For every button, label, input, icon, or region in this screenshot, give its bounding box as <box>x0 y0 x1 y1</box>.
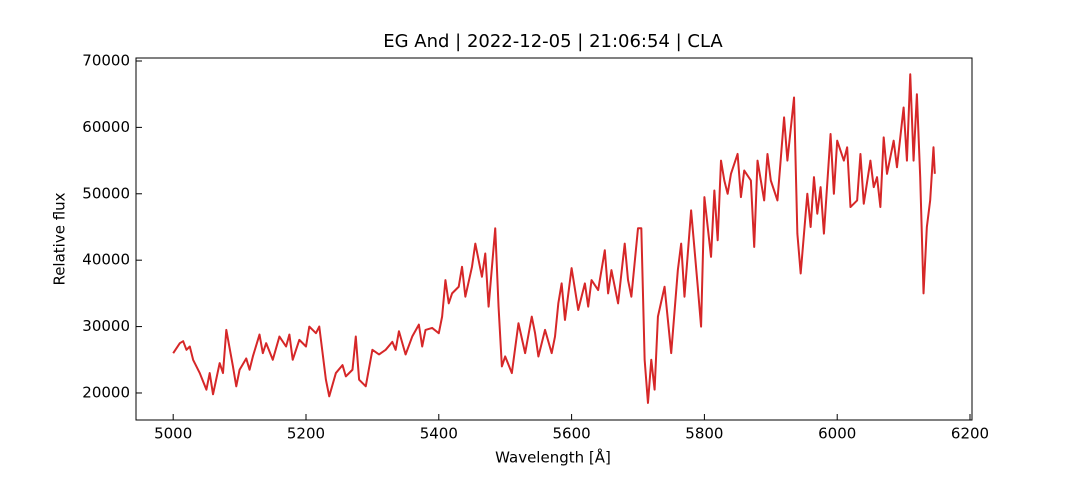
y-tick-label: 30000 <box>82 317 130 335</box>
y-tick-label: 70000 <box>82 51 130 69</box>
x-tick-label: 6000 <box>818 425 856 443</box>
x-tick-label: 5400 <box>420 425 458 443</box>
chart-title: EG And | 2022-12-05 | 21:06:54 | CLA <box>383 31 723 52</box>
y-tick-label: 50000 <box>82 184 130 202</box>
y-axis-label: Relative flux <box>51 192 69 285</box>
x-tick-label: 5800 <box>685 425 723 443</box>
y-tick-label: 40000 <box>82 251 130 269</box>
y-tick-label: 20000 <box>82 383 130 401</box>
x-tick-label: 5600 <box>553 425 591 443</box>
x-tick-label: 5000 <box>154 425 192 443</box>
plot-frame <box>135 57 973 421</box>
x-axis-label: Wavelength [Å] <box>495 448 611 467</box>
data-line <box>172 73 936 404</box>
x-tick-label: 6200 <box>951 425 989 443</box>
x-tick-label: 5200 <box>287 425 325 443</box>
y-tick-label: 60000 <box>82 118 130 136</box>
